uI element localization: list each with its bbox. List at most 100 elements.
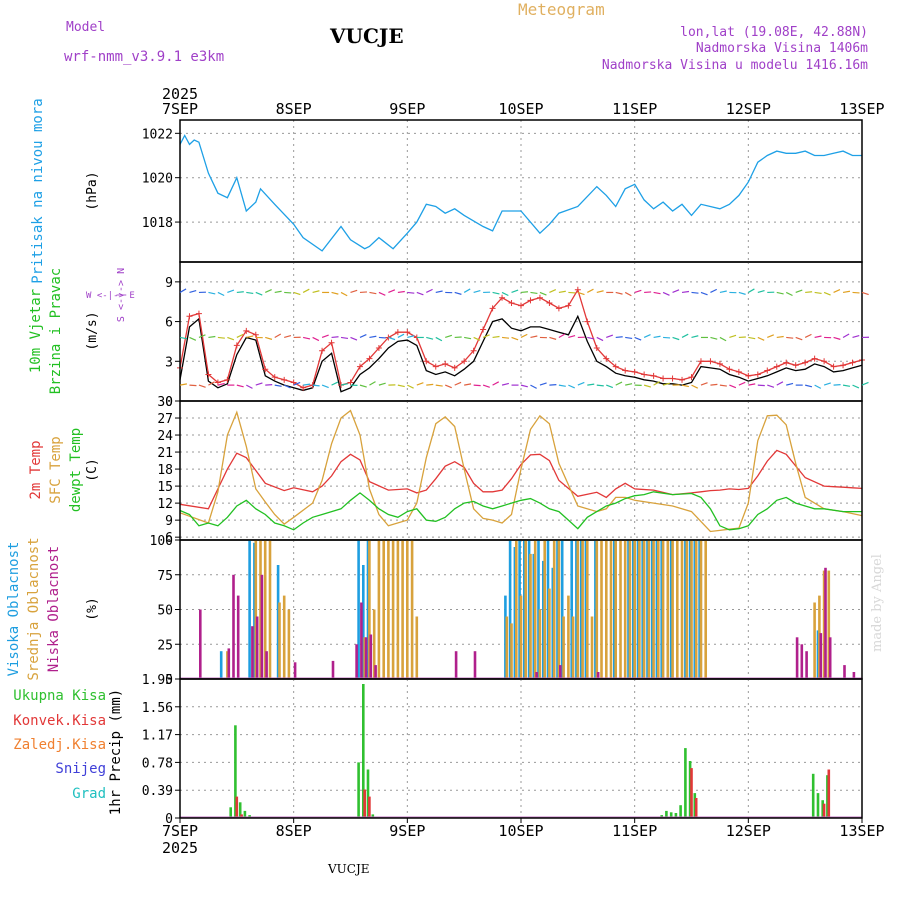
y-tick-label: 100 [150,534,173,549]
gust-marker [574,286,581,293]
y-tick-label: 12 [157,497,173,512]
wind-arrow [700,382,708,386]
wind-arrow [246,291,254,295]
bar-cloud-2 [369,634,373,679]
series-line-pritisak [179,134,862,252]
wind-arrow [672,289,680,294]
gust-marker [622,367,629,374]
bar-cloud-1 [562,616,565,679]
wind-arrow [615,291,623,295]
x-tick-label-bottom: 12SEP [726,822,771,840]
bar-cloud-1 [822,570,826,679]
wind-arrow [246,384,253,389]
gust-marker [669,375,676,382]
bar-cloud-0 [523,540,526,679]
wind-arrow [805,291,813,294]
wind-arrow [767,384,775,388]
series-line-sfc-temp [179,409,863,533]
gust-marker [546,300,553,307]
gust-marker [802,359,809,366]
wind-arrow [463,288,471,293]
wind-arrow [454,381,462,386]
gust-marker [660,375,667,382]
bar-precip-0 [362,684,365,818]
bar-cloud-1 [406,540,409,679]
cloud-title-high: Visoka Oblacnost [6,542,22,677]
bar-cloud-1 [600,540,603,679]
wind-arrow [482,384,490,388]
bar-cloud-1 [586,540,589,679]
bar-cloud-1 [619,540,622,679]
wind-arrow [388,336,396,341]
bar-cloud-0 [632,540,635,679]
gust-marker [404,329,411,336]
wind-arrow [606,334,614,339]
bar-precip-0 [357,762,360,818]
bar-cloud-2 [819,633,823,679]
bar-cloud-2 [227,648,231,679]
wind-arrow [482,334,490,339]
wind-arrow [681,384,689,388]
bar-cloud-0 [579,540,583,679]
wind-arrow [501,291,509,297]
bar-cloud-0 [276,565,280,679]
bar-cloud-1 [372,609,376,679]
year-label-bottom: 2025 [162,839,198,857]
wind-arrow [653,291,661,295]
bar-cloud-1 [694,540,698,679]
bar-cloud-2 [828,637,832,679]
series-line-dewpt-temp [179,491,862,531]
wind-arrow [757,336,765,341]
wind-arrow [823,291,831,296]
gust-marker [849,359,856,366]
wind-arrow [444,384,452,389]
wind-arrow [492,291,500,295]
wind-arrow [511,336,519,341]
bar-cloud-2 [374,665,377,679]
wind-arrow [786,382,794,386]
wind-arrow [767,334,774,339]
bar-cloud-1 [263,540,267,679]
wind-arrow [748,383,756,386]
bar-cloud-1 [652,540,655,679]
gust-marker [224,376,231,383]
bar-precip-0 [688,761,692,818]
bar-precip-1 [690,768,693,818]
wind-arrow [748,288,755,293]
wind-arrow [492,335,500,339]
temp-title-dewpt: dewpt Temp [68,428,84,512]
gust-marker [252,331,259,338]
wind-direction-legend-vertical: S <-|-> N [116,268,127,322]
wind-arrow [321,384,329,389]
gust-marker [840,362,847,369]
wind-arrow [435,290,443,294]
y-tick-label: 6 [165,316,173,331]
bar-cloud-0 [551,567,555,679]
wind-arrow [397,384,405,388]
gust-marker [641,371,648,378]
wind-arrow [179,383,187,386]
station-title: VUCJE [330,24,404,48]
gust-marker [489,305,496,312]
bar-cloud-0 [693,540,697,679]
wind-arrow [634,336,642,341]
bar-cloud-0 [641,540,644,679]
wind-arrow [729,334,737,339]
bar-cloud-0 [219,651,223,679]
bar-cloud-1 [533,540,537,679]
wind-arrow [303,383,311,386]
bar-cloud-0 [669,540,673,679]
lonlat-info: lon,lat (19.08E, 42.88N) [680,25,868,40]
bar-cloud-1 [647,540,651,679]
gust-marker [347,379,354,386]
bar-cloud-1 [567,595,570,679]
wind-arrow [577,381,585,386]
temp-ylabel: (C) [85,458,100,481]
gust-marker [442,360,449,367]
bar-cloud-0 [570,540,573,679]
gust-marker [783,359,790,366]
precip-ylabel: 1hr Precip (mm) [108,689,124,815]
bar-cloud-2 [199,609,202,679]
wind-arrow [293,381,301,386]
